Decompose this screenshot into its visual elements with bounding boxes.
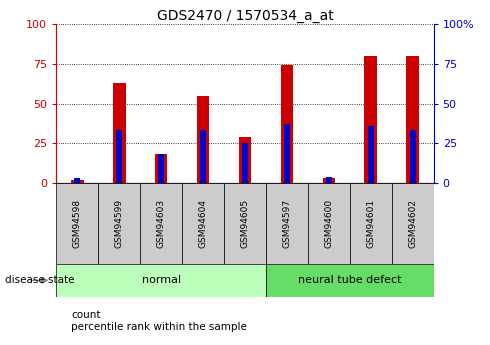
Bar: [365, 56, 377, 183]
Bar: [368, 126, 374, 183]
Text: GSM94604: GSM94604: [198, 199, 208, 248]
Text: GSM94603: GSM94603: [157, 199, 166, 248]
Text: GSM94597: GSM94597: [282, 199, 292, 248]
Text: GDS2470 / 1570534_a_at: GDS2470 / 1570534_a_at: [157, 9, 333, 23]
Bar: [266, 183, 308, 264]
Bar: [284, 124, 290, 183]
Bar: [406, 56, 419, 183]
Bar: [308, 183, 350, 264]
Bar: [182, 183, 224, 264]
Text: GSM94601: GSM94601: [366, 199, 375, 248]
Text: GSM94605: GSM94605: [241, 199, 249, 248]
Bar: [98, 183, 140, 264]
Text: GSM94600: GSM94600: [324, 199, 333, 248]
Bar: [266, 264, 434, 297]
Bar: [410, 130, 416, 183]
Text: GSM94598: GSM94598: [73, 199, 82, 248]
Bar: [392, 183, 434, 264]
Bar: [71, 180, 84, 183]
Bar: [56, 183, 98, 264]
Bar: [239, 137, 251, 183]
Text: disease state: disease state: [5, 275, 74, 285]
Bar: [224, 183, 266, 264]
Text: GSM94599: GSM94599: [115, 199, 124, 248]
Bar: [326, 177, 332, 183]
Bar: [197, 96, 209, 183]
Text: count: count: [71, 310, 100, 319]
Text: normal: normal: [142, 275, 181, 285]
Bar: [242, 143, 248, 183]
Bar: [155, 154, 168, 183]
Text: GSM94602: GSM94602: [408, 199, 417, 248]
Bar: [74, 178, 80, 183]
Bar: [158, 154, 164, 183]
Bar: [113, 83, 125, 183]
Bar: [56, 264, 266, 297]
Bar: [140, 183, 182, 264]
Bar: [322, 178, 335, 183]
Bar: [116, 130, 122, 183]
Bar: [281, 66, 293, 183]
Bar: [350, 183, 392, 264]
Text: neural tube defect: neural tube defect: [298, 275, 402, 285]
Bar: [200, 130, 206, 183]
Text: percentile rank within the sample: percentile rank within the sample: [71, 322, 247, 332]
